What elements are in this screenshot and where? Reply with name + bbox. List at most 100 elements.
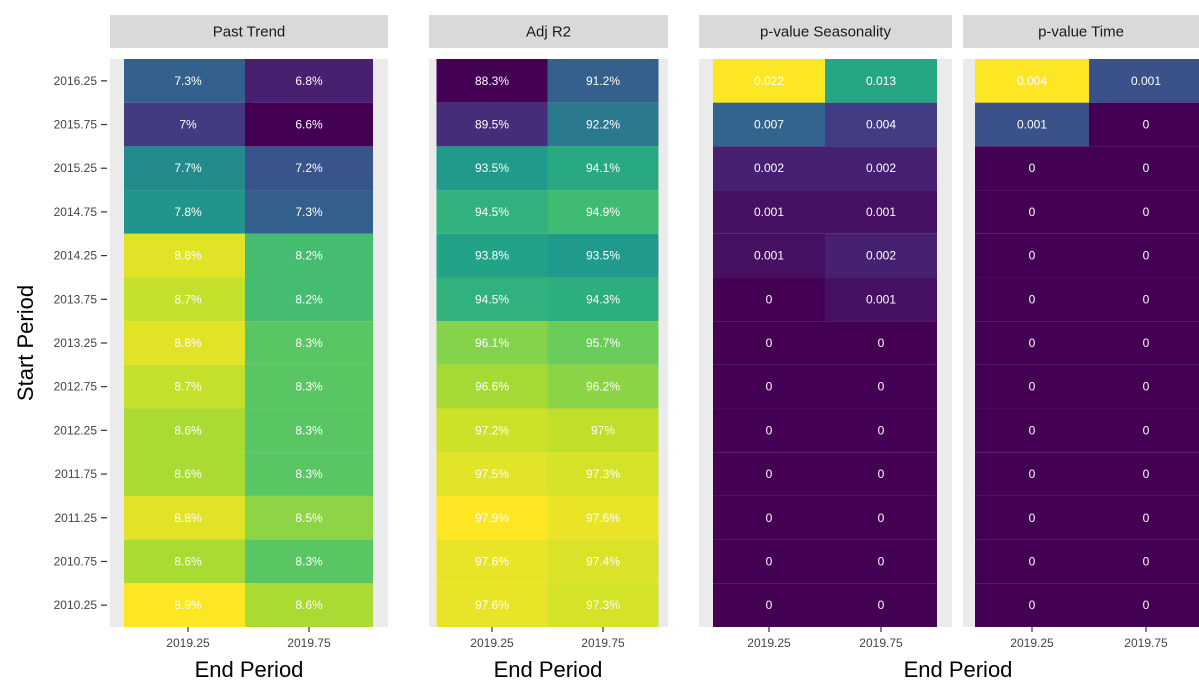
cell-value-label: 0 bbox=[766, 598, 773, 612]
x-tick-label: 2019.25 bbox=[1010, 636, 1054, 650]
cell-value-label: 8.7% bbox=[174, 292, 202, 306]
cell-value-label: 97.4% bbox=[586, 554, 620, 568]
cell-value-label: 94.9% bbox=[586, 205, 620, 219]
cell-value-label: 7.8% bbox=[174, 205, 202, 219]
x-tick-label: 2019.75 bbox=[581, 636, 625, 650]
heatmap-cell bbox=[1089, 146, 1199, 191]
heatmap-cell bbox=[124, 539, 252, 584]
cell-value-label: 8.6% bbox=[174, 554, 202, 568]
heatmap-cell bbox=[713, 321, 825, 365]
y-tick-label: 2015.75 bbox=[54, 118, 98, 132]
y-tick-label: 2010.25 bbox=[54, 598, 98, 612]
heatmap-cell bbox=[975, 364, 1089, 409]
cell-value-label: 0 bbox=[1143, 292, 1150, 306]
cell-value-label: 0.002 bbox=[866, 249, 896, 263]
cell-value-label: 0 bbox=[766, 380, 773, 394]
heatmap-cell bbox=[245, 233, 373, 278]
cell-value-label: 7.7% bbox=[174, 161, 202, 175]
facet-title: p-value Time bbox=[1038, 24, 1124, 41]
x-tick-label: 2019.75 bbox=[859, 636, 903, 650]
cell-value-label: 94.3% bbox=[586, 292, 620, 306]
cell-value-label: 0.004 bbox=[1017, 74, 1047, 88]
heatmap-cell bbox=[975, 146, 1089, 191]
facet-strip bbox=[429, 15, 668, 48]
cell-value-label: 95.7% bbox=[586, 336, 620, 350]
heatmap-cell bbox=[436, 277, 548, 322]
heatmap-cell bbox=[124, 364, 252, 409]
cell-value-label: 0 bbox=[878, 511, 885, 525]
cell-value-label: 0.001 bbox=[754, 205, 784, 219]
heatmap-cell bbox=[713, 364, 825, 409]
heatmap-cell bbox=[825, 146, 937, 191]
heatmap-cell bbox=[713, 583, 825, 627]
cell-value-label: 0 bbox=[1029, 249, 1036, 263]
cell-value-label: 8.6% bbox=[295, 598, 323, 612]
cell-value-label: 97.6% bbox=[586, 511, 620, 525]
y-tick-label: 2011.25 bbox=[55, 511, 98, 525]
heatmap-cell bbox=[436, 452, 548, 496]
heatmap-cell bbox=[1089, 59, 1199, 103]
facet-title: Adj R2 bbox=[526, 24, 571, 41]
cell-value-label: 0.002 bbox=[866, 161, 896, 175]
cell-value-label: 0 bbox=[766, 511, 773, 525]
y-tick-label: 2016.25 bbox=[54, 74, 98, 88]
y-tick-label: 2010.75 bbox=[54, 554, 98, 568]
cell-value-label: 96.2% bbox=[586, 380, 620, 394]
cell-value-label: 97.3% bbox=[586, 467, 620, 481]
cell-value-label: 7.3% bbox=[174, 74, 202, 88]
cell-value-label: 8.6% bbox=[174, 423, 202, 437]
heatmap-cell bbox=[245, 146, 373, 191]
cell-value-label: 0 bbox=[766, 423, 773, 437]
heatmap-cell bbox=[547, 321, 659, 365]
heatmap-cell bbox=[124, 583, 252, 627]
heatmap-cell bbox=[547, 364, 659, 409]
heatmap-cell bbox=[436, 190, 548, 234]
heatmap-cell bbox=[547, 233, 659, 278]
cell-value-label: 8.3% bbox=[295, 336, 323, 350]
heatmap-cell bbox=[825, 59, 937, 103]
heatmap-cell bbox=[713, 59, 825, 103]
x-tick-label: 2019.25 bbox=[470, 636, 514, 650]
cell-value-label: 0 bbox=[1143, 118, 1150, 132]
cell-value-label: 0 bbox=[878, 380, 885, 394]
heatmap-cell bbox=[436, 583, 548, 627]
heatmap-cell bbox=[975, 408, 1089, 453]
cell-value-label: 0 bbox=[1143, 467, 1150, 481]
heatmap-cell bbox=[1089, 452, 1199, 496]
heatmap-cell bbox=[1089, 190, 1199, 234]
x-axis-title: End Period bbox=[904, 657, 1013, 682]
heatmap-cell bbox=[975, 102, 1089, 147]
cell-value-label: 0.001 bbox=[1131, 74, 1161, 88]
y-tick-label: 2014.75 bbox=[54, 205, 98, 219]
heatmap-cell bbox=[124, 102, 252, 147]
heatmap-cell bbox=[436, 495, 548, 540]
heatmap-cell bbox=[713, 190, 825, 234]
cell-value-label: 0 bbox=[1029, 598, 1036, 612]
heatmap-cell bbox=[436, 233, 548, 278]
heatmap-cell bbox=[547, 59, 659, 103]
heatmap-cell bbox=[975, 233, 1089, 278]
heatmap-cell bbox=[547, 583, 659, 627]
cell-value-label: 97.9% bbox=[475, 511, 509, 525]
heatmap-cell bbox=[547, 539, 659, 584]
cell-value-label: 91.2% bbox=[586, 74, 620, 88]
cell-value-label: 8.3% bbox=[295, 423, 323, 437]
cell-value-label: 0.004 bbox=[866, 118, 896, 132]
cell-value-label: 0 bbox=[766, 336, 773, 350]
heatmap-cell bbox=[547, 190, 659, 234]
cell-value-label: 94.5% bbox=[475, 292, 509, 306]
heatmap-cell bbox=[1089, 277, 1199, 322]
cell-value-label: 0 bbox=[878, 423, 885, 437]
cell-value-label: 0 bbox=[1029, 423, 1036, 437]
heatmap-cell bbox=[245, 364, 373, 409]
cell-value-label: 7.2% bbox=[295, 161, 323, 175]
cell-value-label: 0 bbox=[1029, 336, 1036, 350]
heatmap-cell bbox=[124, 452, 252, 496]
cell-value-label: 0 bbox=[1143, 249, 1150, 263]
heatmap-cell bbox=[825, 321, 937, 365]
facet-title: Past Trend bbox=[213, 24, 286, 41]
cell-value-label: 97% bbox=[591, 423, 615, 437]
heatmap-cell bbox=[713, 452, 825, 496]
cell-value-label: 0 bbox=[1029, 554, 1036, 568]
cell-value-label: 0.001 bbox=[1017, 118, 1047, 132]
